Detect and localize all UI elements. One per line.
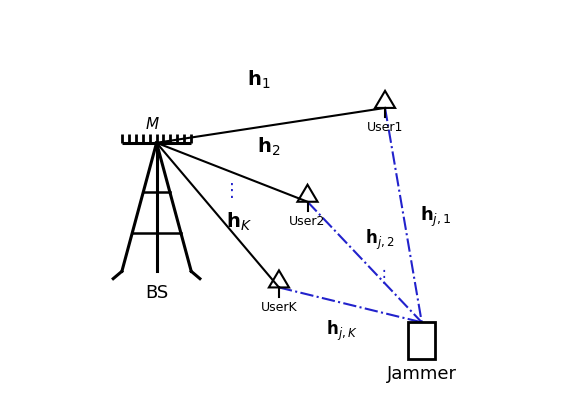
Text: $\mathbf{h}_{j,K}$: $\mathbf{h}_{j,K}$: [327, 319, 358, 344]
Text: $\vdots$: $\vdots$: [222, 181, 234, 200]
Text: $M$: $M$: [145, 116, 160, 132]
Text: $\mathbf{h}_K$: $\mathbf{h}_K$: [226, 211, 252, 233]
Text: $\mathbf{h}_2$: $\mathbf{h}_2$: [256, 136, 280, 158]
Text: UserK: UserK: [261, 301, 297, 314]
Text: $\mathbf{h}_1$: $\mathbf{h}_1$: [247, 69, 270, 91]
Text: $\mathbf{h}_{j,2}$: $\mathbf{h}_{j,2}$: [365, 228, 394, 252]
Text: $\mathbf{h}_{j,1}$: $\mathbf{h}_{j,1}$: [420, 205, 451, 229]
Text: User1: User1: [367, 121, 403, 134]
Text: User2: User2: [289, 215, 326, 228]
Text: $\vdots$: $\vdots$: [375, 267, 387, 286]
Bar: [409, 322, 435, 359]
Text: Jammer: Jammer: [387, 365, 457, 383]
Text: BS: BS: [145, 284, 168, 302]
